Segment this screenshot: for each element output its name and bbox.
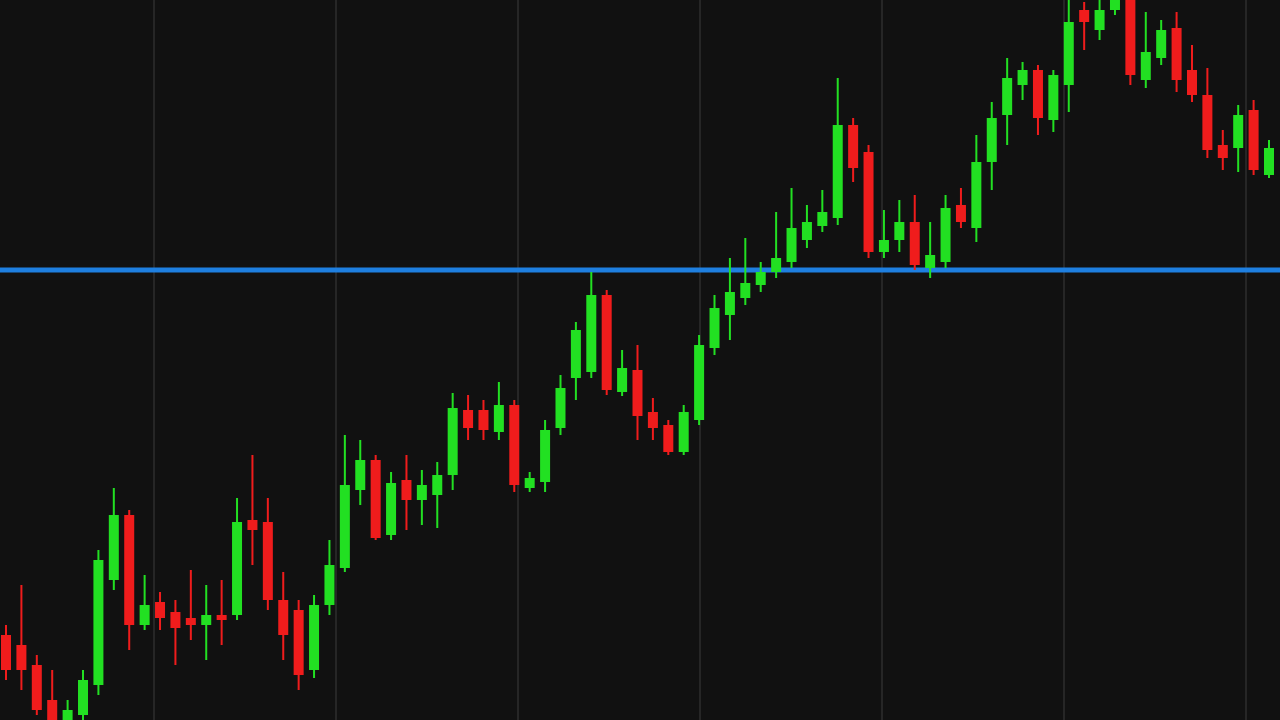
candle-body (1264, 148, 1274, 175)
candle-body (986, 118, 997, 162)
candle-body (78, 680, 89, 715)
candle-body (524, 478, 535, 488)
candle-body (1, 635, 11, 670)
candle-body (848, 125, 859, 168)
candle-body (463, 410, 474, 428)
candle-body (1217, 145, 1228, 158)
candle-body (955, 205, 966, 222)
candle-body (262, 522, 273, 600)
candle-body (940, 208, 951, 262)
candle-body (124, 515, 135, 625)
candle-body (247, 520, 258, 530)
candle-body (1125, 0, 1136, 75)
candle-body (139, 605, 150, 625)
candle-body (709, 308, 720, 348)
candle-body (1156, 30, 1167, 58)
candle-body (647, 412, 658, 428)
candle-body (278, 600, 289, 635)
candle-body (801, 222, 812, 240)
candle-body (1094, 10, 1105, 30)
candle-body (1032, 70, 1043, 118)
candle-body (416, 485, 427, 500)
candle-body (663, 425, 674, 452)
candle-body (1171, 28, 1182, 80)
candle-body (216, 615, 227, 620)
candle-body (493, 405, 504, 432)
candle-body (386, 483, 397, 535)
candle-body (1063, 22, 1074, 85)
candle-body (185, 618, 196, 625)
candle-body (155, 602, 166, 618)
candle-body (786, 228, 797, 262)
candle-body (432, 475, 443, 495)
candle-body (324, 565, 335, 605)
candle-body (1017, 70, 1028, 85)
candle-body (62, 710, 73, 720)
candle-body (1002, 78, 1013, 115)
candle-body (293, 610, 304, 675)
candle-body (1079, 10, 1090, 22)
candle-body (678, 412, 689, 452)
candle-body (1248, 110, 1259, 170)
candle-body (31, 665, 42, 710)
candle-body (694, 345, 705, 420)
candle-body (586, 295, 597, 372)
candle-body (617, 368, 628, 392)
candle-body (93, 560, 104, 685)
candle-body (771, 258, 782, 272)
candle-body (447, 408, 458, 475)
candle-body (1233, 115, 1244, 148)
candle-body (1140, 52, 1151, 80)
candle-body (108, 515, 119, 580)
candle-body (201, 615, 212, 625)
candle-body (1048, 75, 1059, 120)
candle-body (47, 700, 58, 720)
candle-body (863, 152, 874, 252)
candle-body (632, 370, 643, 416)
candle-body (401, 480, 412, 500)
candle-body (540, 430, 551, 482)
candle-body (1186, 70, 1197, 95)
candle-body (601, 295, 612, 390)
candle-body (170, 612, 181, 628)
candle-body (1109, 0, 1120, 10)
candle-body (370, 460, 381, 538)
candle-body (339, 485, 350, 568)
candle-body (555, 388, 566, 428)
candle-body (894, 222, 905, 240)
candle-body (16, 645, 27, 670)
candle-body (925, 255, 936, 268)
candle-body (355, 460, 366, 490)
candle-body (878, 240, 889, 252)
candle-body (1202, 95, 1213, 150)
candle-body (570, 330, 581, 378)
candle-body (740, 283, 751, 298)
candle-body (817, 212, 828, 226)
candle-body (755, 272, 766, 285)
candle-body (971, 162, 982, 228)
candle-body (232, 522, 243, 615)
candle-body (509, 405, 520, 485)
candle-body (909, 222, 920, 265)
candle-body (724, 292, 735, 315)
candle-body (309, 605, 320, 670)
candle-body (832, 125, 843, 218)
candle-body (478, 410, 489, 430)
